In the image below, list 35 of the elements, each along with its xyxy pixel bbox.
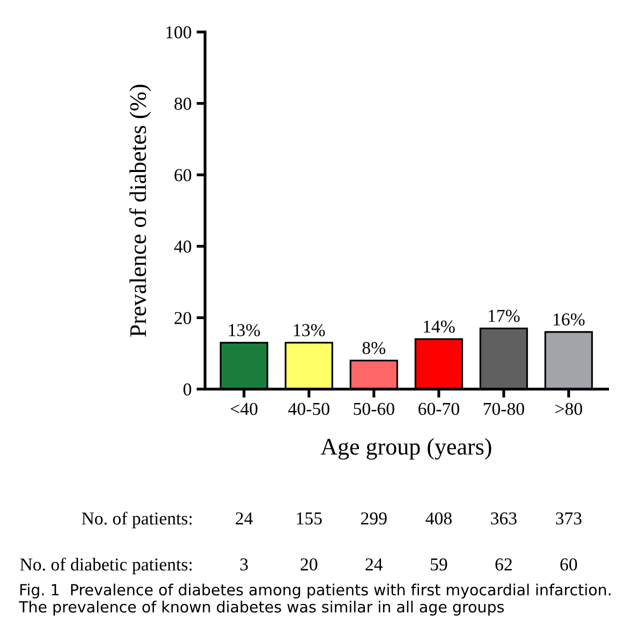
y-tick-label: 0: [184, 383, 192, 396]
data-label: 16%: [554, 313, 585, 326]
caption: Fig. 1 Prevalence of diabetes among patients with first myocardial infarction. The prevalence of known diabetes was similar in all age groups: [18, 584, 610, 616]
text: 62: [495, 558, 512, 571]
text: 299: [361, 512, 387, 525]
text: No. of patients:: [82, 512, 192, 528]
text: 24: [366, 558, 383, 570]
y-tick-label: 60: [174, 169, 192, 182]
text: 59: [430, 558, 448, 571]
text: 155: [296, 512, 322, 525]
x-tick-label: 70-80: [484, 402, 524, 416]
text: 3: [240, 558, 248, 571]
x-tick-label: 60-70: [418, 402, 460, 416]
text: 60: [560, 558, 577, 571]
x-axis-title: Age group (years): [320, 438, 492, 460]
x-tick-label: 50-60: [354, 402, 394, 416]
data-label: 13%: [294, 324, 325, 336]
data-label: 14%: [424, 320, 455, 333]
y-tick-label: 80: [174, 98, 192, 110]
y-tick-label: 100: [166, 26, 192, 38]
text: 373: [556, 512, 582, 525]
data-label: 17%: [488, 310, 520, 322]
text: 24: [236, 512, 253, 524]
data-label: 13%: [229, 324, 260, 336]
y-axis-title: Prevalence of diabetes (%): [129, 84, 151, 337]
text: 20: [300, 558, 318, 571]
text: 408: [426, 512, 452, 525]
y-tick-label: 40: [174, 240, 192, 253]
x-tick-label: >80: [555, 402, 582, 416]
text: 363: [491, 512, 517, 525]
text: No. of diabetic patients:: [20, 558, 192, 574]
x-tick-label: 40-50: [288, 402, 330, 416]
x-tick-label: <40: [230, 402, 258, 416]
y-tick-label: 20: [174, 312, 192, 324]
data-label: 8%: [362, 342, 386, 354]
